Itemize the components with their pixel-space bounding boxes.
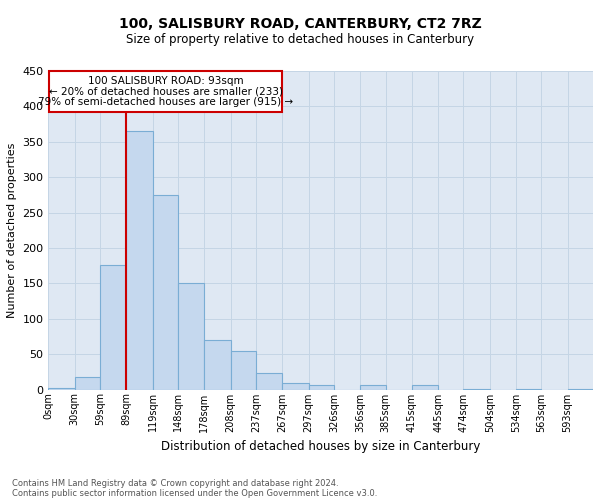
Text: 100, SALISBURY ROAD, CANTERBURY, CT2 7RZ: 100, SALISBURY ROAD, CANTERBURY, CT2 7RZ <box>119 18 481 32</box>
Bar <box>256 374 282 390</box>
X-axis label: Distribution of detached houses by size in Canterbury: Distribution of detached houses by size … <box>161 440 481 453</box>
Bar <box>308 386 334 390</box>
Bar <box>205 340 230 390</box>
Text: Contains public sector information licensed under the Open Government Licence v3: Contains public sector information licen… <box>12 488 377 498</box>
Text: 100 SALISBURY ROAD: 93sqm: 100 SALISBURY ROAD: 93sqm <box>88 76 244 86</box>
Bar <box>360 386 386 390</box>
Text: ← 20% of detached houses are smaller (233): ← 20% of detached houses are smaller (23… <box>49 86 283 97</box>
Text: Contains HM Land Registry data © Crown copyright and database right 2024.: Contains HM Land Registry data © Crown c… <box>12 478 338 488</box>
Bar <box>230 350 256 390</box>
Y-axis label: Number of detached properties: Number of detached properties <box>7 142 17 318</box>
Bar <box>178 282 205 390</box>
Bar <box>49 388 75 390</box>
Bar <box>412 384 438 390</box>
Bar <box>152 195 178 390</box>
Bar <box>100 265 127 390</box>
Text: 79% of semi-detached houses are larger (915) →: 79% of semi-detached houses are larger (… <box>38 97 293 107</box>
Bar <box>516 389 541 390</box>
Bar <box>463 389 490 390</box>
Bar <box>49 71 282 112</box>
Bar <box>282 383 308 390</box>
Bar <box>568 389 593 390</box>
Bar <box>127 131 152 390</box>
Bar <box>75 377 100 390</box>
Text: Size of property relative to detached houses in Canterbury: Size of property relative to detached ho… <box>126 32 474 46</box>
